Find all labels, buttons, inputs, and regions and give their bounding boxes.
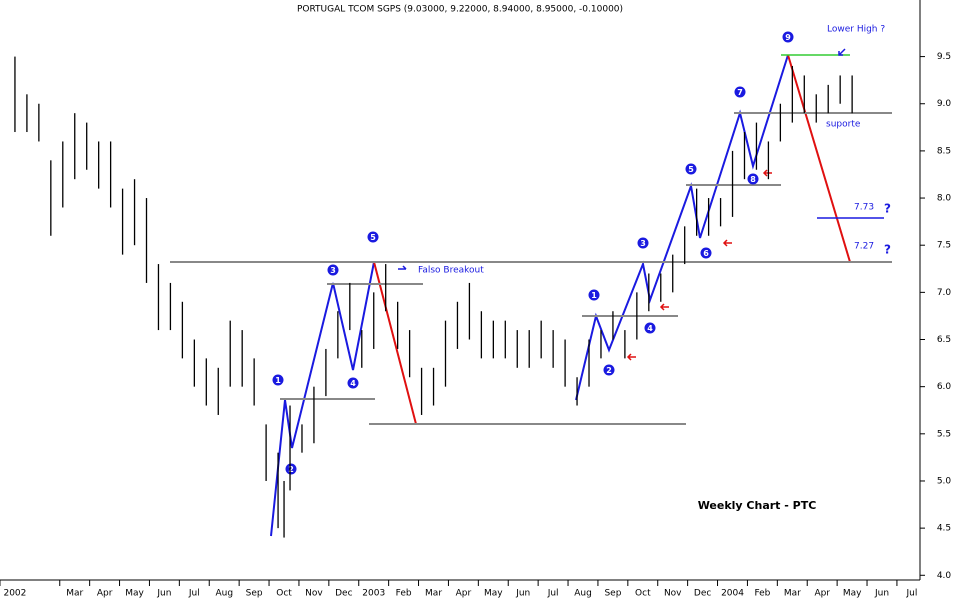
y-tick-label: 7.0 [937,288,952,298]
x-tick-label: Dec [694,589,711,599]
annotation-lines [170,48,892,537]
annotation: 7.73 [854,203,874,213]
annotation: Falso Breakout [418,266,484,276]
annotation: ? [884,202,891,216]
annotation: Lower High ? [827,25,885,35]
x-tick-label: 2003 [362,589,385,599]
x-tick-label: Jul [188,589,200,599]
x-tick-label: Apr [814,589,830,599]
wave-label: 7 [737,88,743,97]
wave-marker [588,289,600,301]
x-tick-label: Aug [574,589,592,599]
x-tick-label: Nov [664,589,682,599]
y-tick-label: 4.5 [937,524,951,534]
annotation: suporte [826,120,861,130]
x-tick-label: Feb [396,589,412,599]
x-tick-label: Sep [246,589,263,599]
wave-label: 8 [750,175,756,184]
x-tick-label: Jun [515,589,530,599]
wave-label: 2 [288,465,294,474]
wave-label: 1 [591,291,597,300]
wave-label: 4 [647,324,653,333]
x-tick-label: Jul [547,589,559,599]
annotation: ? [884,243,891,257]
x-tick-label: Jun [874,589,889,599]
wave-label: 1 [275,376,281,385]
chart-subtitle: Weekly Chart - PTC [698,499,817,512]
wave-line [270,261,375,537]
x-tick-label: Aug [215,589,233,599]
y-tick-label: 6.5 [937,335,951,345]
wave-marker [637,237,649,249]
wave-marker [603,364,615,376]
annotation: 7.27 [854,242,874,252]
wave-label: 6 [703,249,709,258]
y-tick-label: 7.5 [937,241,951,251]
wave-line [373,261,417,425]
wave-line [575,54,789,401]
y-tick-label: 6.0 [937,382,952,392]
x-tick-label: Jul [905,589,917,599]
chart-title: PORTUGAL TCOM SGPS (9.03000, 9.22000, 8.… [297,5,623,15]
x-tick-label: Mar [66,589,83,599]
x-tick-label: Feb [754,589,770,599]
arrow [722,239,732,247]
wave-marker [367,231,379,243]
wave-marker [272,374,284,386]
arrow [398,265,407,270]
wave-marker [734,86,746,98]
x-tick-label: Apr [97,589,113,599]
wave-label: 5 [370,233,376,242]
x-tick-label: Nov [305,589,323,599]
x-tick-label: Mar [425,589,442,599]
wave-marker [285,463,297,475]
wave-marker [700,247,712,259]
wave-marker [347,377,359,389]
x-tick-label: Mar [784,589,801,599]
wave-marker [644,322,656,334]
wave-marker [747,173,759,185]
arrow [626,353,636,361]
y-tick-label: 9.0 [937,99,952,109]
x-tick-label: Sep [604,589,621,599]
x-tick-label: Oct [635,589,651,599]
wave-label: 3 [640,239,646,248]
wave-label: 4 [350,379,356,388]
wave-marker [782,31,794,43]
y-tick-label: 5.5 [937,429,951,439]
x-tick-label: Oct [276,589,292,599]
wave-marker [327,264,339,276]
y-tick-label: 5.0 [937,476,952,486]
y-tick-label: 9.5 [937,52,951,62]
x-tick-label: 2002 [3,589,26,599]
y-tick-label: 4.0 [937,571,952,581]
x-tick-label: Jun [156,589,171,599]
x-tick-label: 2004 [721,589,744,599]
x-tick-label: Dec [335,589,352,599]
wave-label: 2 [606,366,612,375]
wave-marker [685,163,697,175]
x-tick-label: May [843,589,862,599]
arrow [838,48,846,56]
arrow [659,303,669,311]
y-tick-label: 8.5 [937,146,951,156]
x-tick-label: Apr [456,589,472,599]
wave-label: 5 [688,165,694,174]
wave-label: 3 [330,266,336,275]
y-tick-label: 8.0 [937,194,952,204]
x-tick-label: May [484,589,503,599]
x-tick-label: May [125,589,144,599]
wave-label: 9 [785,33,791,42]
wave-line [787,54,851,263]
